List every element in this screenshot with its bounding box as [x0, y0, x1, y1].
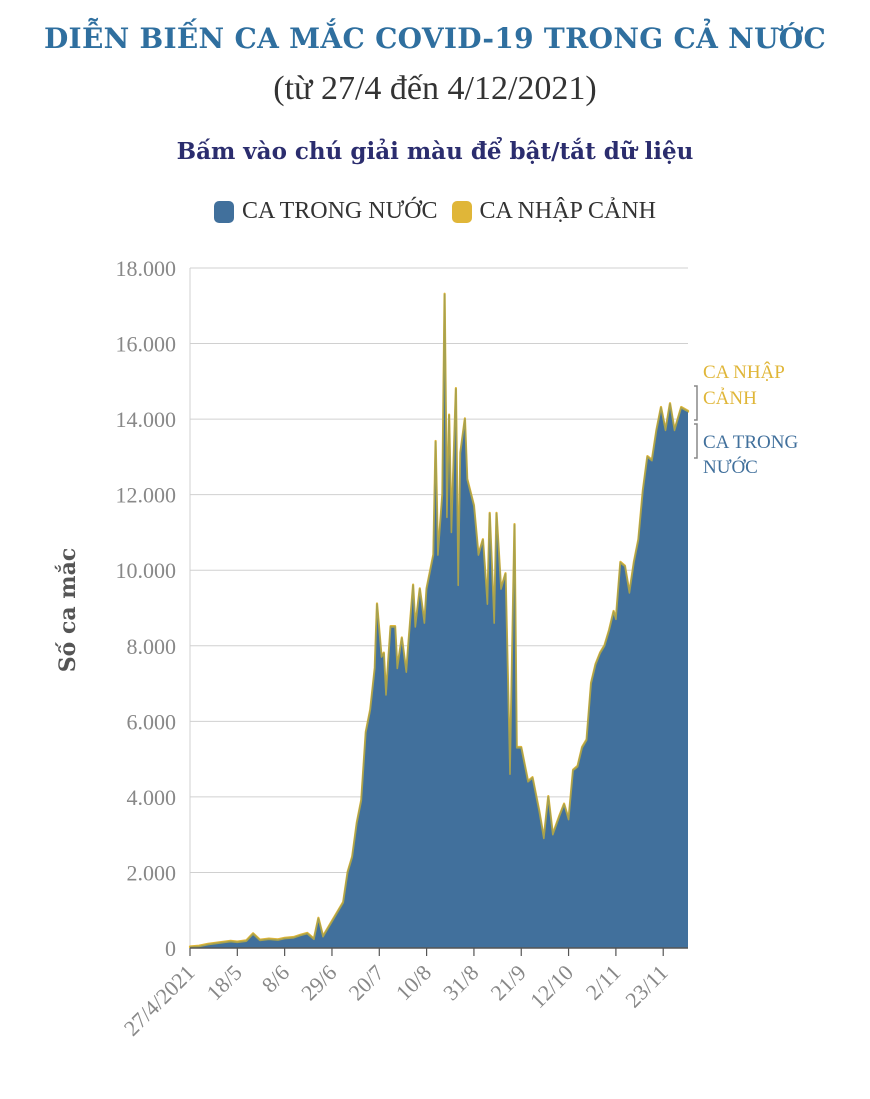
y-tick-label: 14.000 — [116, 407, 177, 432]
annotation-imported-line2: CẢNH — [703, 388, 757, 409]
x-tick-label: 2/11 — [581, 960, 626, 1005]
x-tick-label: 8/6 — [257, 960, 295, 998]
x-tick-label: 20/7 — [343, 960, 388, 1005]
x-tick-label: 31/8 — [438, 960, 483, 1005]
y-tick-label: 16.000 — [116, 332, 177, 357]
legend-swatch-domestic — [213, 200, 234, 223]
x-tick-label: 21/9 — [485, 960, 530, 1005]
y-tick-label: 4.000 — [127, 785, 177, 810]
chart-title: DIỄN BIẾN CA MẮC COVID-19 TRONG CẢ NƯỚC — [43, 22, 827, 55]
y-tick-label: 8.000 — [127, 634, 177, 659]
legend: CA TRONG NƯỚC CA NHẬP CẢNH — [0, 198, 870, 225]
legend-item-imported[interactable]: CA NHẬP CẢNH — [451, 198, 657, 225]
series-top-outline — [189, 293, 689, 948]
legend-instruction: Bấm vào chú giải màu để bật/tắt dữ liệu — [176, 138, 694, 165]
x-tick-label: 27/4/2021 — [119, 960, 200, 1041]
legend-item-domestic[interactable]: CA TRONG NƯỚC — [213, 198, 438, 225]
annotation-bracket-imported — [694, 385, 698, 421]
y-tick-label: 10.000 — [116, 558, 177, 583]
y-tick-label: 18.000 — [116, 256, 177, 281]
annotation-domestic-line1: CA TRONG — [703, 432, 798, 453]
x-tick-label: 29/6 — [296, 960, 341, 1005]
y-tick-label: 0 — [165, 936, 176, 961]
y-tick-label: 2.000 — [127, 860, 177, 885]
chart-subtitle: (từ 27/4 đến 4/12/2021) — [273, 70, 597, 107]
y-tick-label: 6.000 — [127, 709, 177, 734]
legend-swatch-imported — [451, 200, 472, 223]
legend-label-imported: CA NHẬP CẢNH — [479, 198, 657, 224]
annotation-imported-line1: CA NHẬP — [703, 361, 785, 383]
series-domestic-area[interactable] — [190, 294, 688, 948]
x-tick-label: 10/8 — [391, 960, 436, 1005]
annotation-domestic-line2: NƯỚC — [703, 456, 758, 478]
legend-label-domestic: CA TRONG NƯỚC — [241, 198, 438, 224]
x-tick-label: 18/5 — [202, 960, 247, 1005]
y-axis-label: Số ca mắc — [54, 548, 81, 672]
annotation-bracket-domestic — [694, 423, 698, 459]
y-tick-label: 12.000 — [116, 483, 177, 508]
x-tick-label: 12/10 — [525, 960, 578, 1013]
x-tick-label: 23/11 — [620, 960, 673, 1013]
